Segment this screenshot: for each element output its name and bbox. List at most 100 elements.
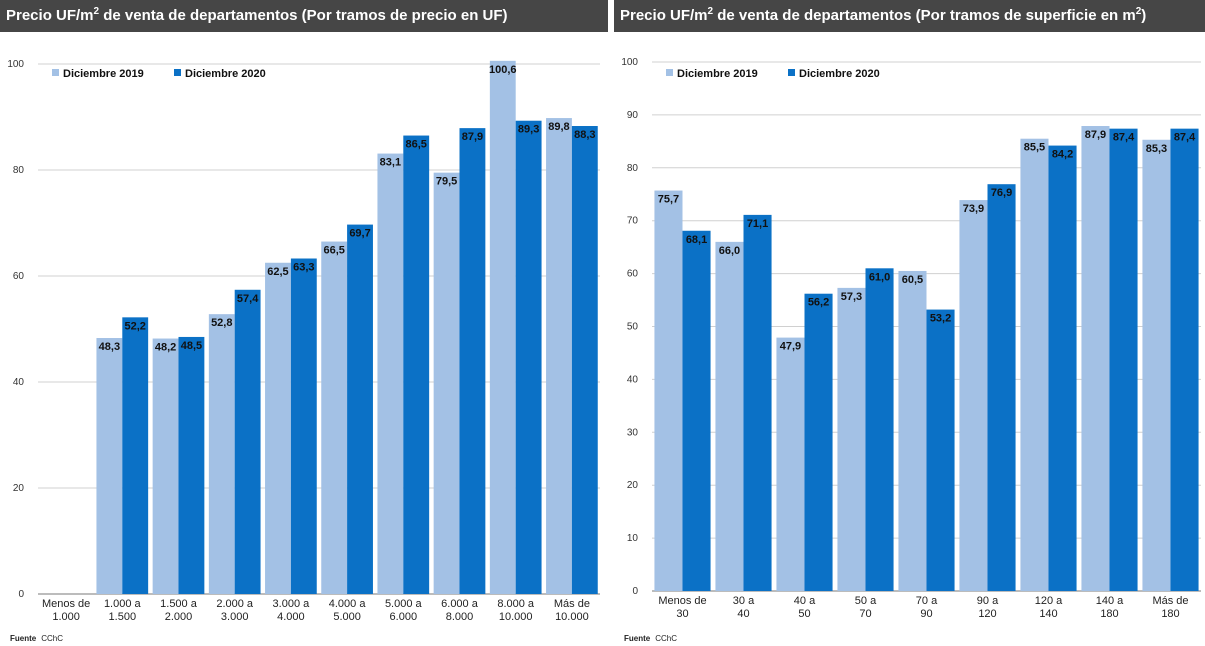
y-tick-label: 90 xyxy=(627,110,639,121)
bar xyxy=(987,184,1016,591)
y-tick-label: 60 xyxy=(627,269,639,280)
data-label: 48,3 xyxy=(99,341,120,353)
data-label: 85,5 xyxy=(1024,142,1045,154)
source-footer: Fuente CChC xyxy=(10,634,64,643)
y-tick-label: 50 xyxy=(627,322,639,333)
data-label: 47,9 xyxy=(780,341,801,353)
bar xyxy=(178,336,205,594)
bar xyxy=(715,241,744,592)
x-tick-label: 70 a xyxy=(916,595,938,607)
y-tick-label: 100 xyxy=(621,57,638,68)
bar xyxy=(571,126,598,594)
data-label: 53,2 xyxy=(930,313,951,325)
bar xyxy=(546,118,572,594)
data-label: 66,0 xyxy=(719,245,740,257)
data-label: 85,3 xyxy=(1146,143,1167,155)
bar xyxy=(898,270,927,591)
data-label: 61,0 xyxy=(869,271,890,283)
data-label: 75,7 xyxy=(658,194,679,206)
bar xyxy=(837,287,866,591)
bar xyxy=(1109,128,1138,591)
x-tick-label: 90 xyxy=(920,608,932,620)
bar xyxy=(1048,145,1077,591)
x-tick-label: 3.000 a xyxy=(273,598,311,610)
data-label: 52,2 xyxy=(125,320,146,332)
x-tick-label: 50 xyxy=(798,608,810,620)
x-tick-label: 8.000 xyxy=(446,611,474,623)
x-tick-label: Más de xyxy=(554,598,590,610)
bar xyxy=(265,262,291,594)
y-tick-label: 60 xyxy=(13,271,25,282)
x-tick-label: 1.500 xyxy=(109,611,137,623)
x-tick-label: 1.500 a xyxy=(160,598,198,610)
bar xyxy=(776,337,805,591)
x-tick-label: 120 xyxy=(978,608,996,620)
bar xyxy=(433,172,460,594)
legend-label: Diciembre 2019 xyxy=(63,68,144,80)
y-tick-label: 40 xyxy=(627,374,639,385)
chart-panel-surface-ranges: Precio UF/m2 de venta de departamentos (… xyxy=(614,0,1205,646)
x-tick-label: Menos de xyxy=(658,595,706,607)
bar xyxy=(290,258,317,594)
y-tick-label: 30 xyxy=(627,427,639,438)
x-tick-label: 6.000 a xyxy=(441,598,479,610)
chart-title: Precio UF/m2 de venta de departamentos (… xyxy=(0,0,608,32)
y-tick-label: 0 xyxy=(18,589,24,600)
data-label: 87,9 xyxy=(462,131,483,143)
legend-label: Diciembre 2019 xyxy=(677,68,758,80)
x-tick-label: 5.000 xyxy=(333,611,361,623)
y-tick-label: 100 xyxy=(7,59,24,70)
y-tick-label: 40 xyxy=(13,377,25,388)
bar xyxy=(926,309,955,591)
data-label: 88,3 xyxy=(574,129,595,141)
x-tick-label: 5.000 a xyxy=(385,598,423,610)
chart-title: Precio UF/m2 de venta de departamentos (… xyxy=(614,0,1205,32)
data-label: 57,4 xyxy=(237,293,259,305)
bar xyxy=(459,128,486,594)
x-tick-label: 4.000 xyxy=(277,611,305,623)
bar xyxy=(1020,138,1049,591)
x-tick-label: 6.000 xyxy=(390,611,418,623)
bar xyxy=(96,338,123,594)
data-label: 84,2 xyxy=(1052,149,1073,161)
bar xyxy=(1142,139,1171,591)
data-label: 87,4 xyxy=(1174,132,1196,144)
legend-swatch xyxy=(52,69,59,76)
bar xyxy=(152,338,179,594)
x-tick-label: 2.000 a xyxy=(216,598,254,610)
data-label: 83,1 xyxy=(380,157,401,169)
x-tick-label: 2.000 xyxy=(165,611,193,623)
legend-swatch xyxy=(788,69,795,76)
y-tick-label: 0 xyxy=(632,586,638,597)
data-label: 76,9 xyxy=(991,187,1012,199)
bar xyxy=(682,230,711,591)
legend-swatch xyxy=(666,69,673,76)
data-label: 57,3 xyxy=(841,291,862,303)
data-label: 87,9 xyxy=(1085,129,1106,141)
legend-label: Diciembre 2020 xyxy=(799,68,880,80)
y-tick-label: 20 xyxy=(627,480,639,491)
x-tick-label: 10.000 xyxy=(555,611,589,623)
x-tick-label: 1.000 xyxy=(52,611,80,623)
data-label: 69,7 xyxy=(349,228,370,240)
data-label: 79,5 xyxy=(436,176,457,188)
data-label: 71,1 xyxy=(747,218,768,230)
x-tick-label: 50 a xyxy=(855,595,877,607)
x-tick-label: 70 xyxy=(859,608,871,620)
chart-panel-price-ranges: Precio UF/m2 de venta de departamentos (… xyxy=(0,0,608,643)
y-tick-label: 80 xyxy=(627,163,639,174)
bar xyxy=(1081,126,1110,591)
x-tick-label: 30 xyxy=(676,608,688,620)
legend-label: Diciembre 2020 xyxy=(185,68,266,80)
data-label: 89,3 xyxy=(518,124,539,136)
data-label: 66,5 xyxy=(323,245,344,257)
bar xyxy=(804,293,833,591)
data-label: 68,1 xyxy=(686,234,707,246)
bar xyxy=(865,268,894,591)
x-tick-label: 3.000 xyxy=(221,611,249,623)
x-tick-label: 40 xyxy=(737,608,749,620)
x-tick-label: 120 a xyxy=(1035,595,1063,607)
data-label: 48,2 xyxy=(155,342,176,354)
data-label: 86,5 xyxy=(406,139,427,151)
